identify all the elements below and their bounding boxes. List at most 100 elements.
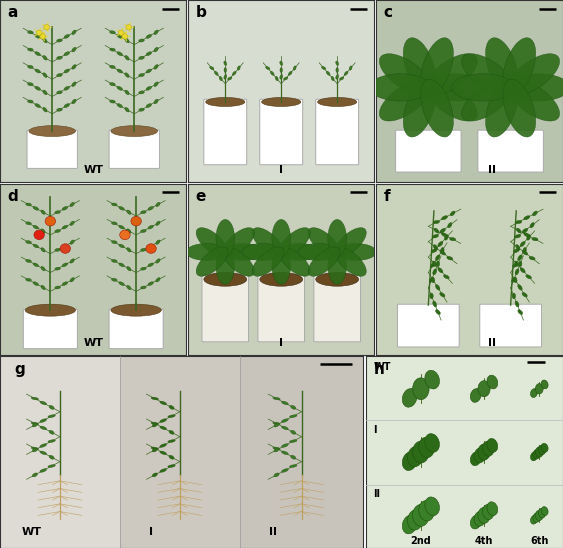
Ellipse shape [33, 225, 38, 229]
Ellipse shape [47, 22, 49, 25]
Ellipse shape [48, 440, 55, 442]
Ellipse shape [111, 125, 158, 136]
Ellipse shape [196, 247, 228, 276]
Ellipse shape [216, 247, 235, 284]
Ellipse shape [262, 98, 301, 106]
Ellipse shape [238, 66, 240, 70]
Ellipse shape [434, 244, 437, 250]
Ellipse shape [119, 282, 124, 286]
Ellipse shape [538, 509, 546, 518]
Ellipse shape [148, 263, 153, 267]
Ellipse shape [541, 443, 548, 452]
Ellipse shape [117, 34, 120, 36]
Ellipse shape [146, 69, 151, 73]
Ellipse shape [538, 445, 546, 455]
Ellipse shape [519, 261, 522, 267]
Ellipse shape [125, 38, 129, 43]
Ellipse shape [31, 422, 39, 425]
Ellipse shape [70, 278, 74, 282]
Ellipse shape [334, 247, 367, 276]
Ellipse shape [57, 39, 62, 42]
Ellipse shape [273, 447, 280, 450]
Ellipse shape [35, 69, 41, 73]
Ellipse shape [514, 249, 520, 253]
Ellipse shape [487, 375, 498, 389]
Ellipse shape [55, 230, 60, 232]
Ellipse shape [148, 244, 153, 248]
Ellipse shape [288, 71, 292, 75]
Ellipse shape [31, 447, 39, 450]
Ellipse shape [339, 77, 344, 80]
Ellipse shape [522, 293, 528, 297]
Ellipse shape [28, 100, 33, 103]
Ellipse shape [440, 250, 445, 255]
Ellipse shape [141, 230, 146, 232]
Ellipse shape [138, 56, 144, 59]
Ellipse shape [441, 248, 444, 253]
Ellipse shape [28, 31, 33, 34]
Ellipse shape [57, 108, 62, 111]
Ellipse shape [35, 30, 38, 32]
Circle shape [118, 30, 124, 36]
Ellipse shape [122, 28, 123, 31]
Ellipse shape [321, 66, 326, 70]
Ellipse shape [524, 233, 530, 237]
Ellipse shape [204, 272, 247, 286]
Ellipse shape [280, 67, 283, 72]
Ellipse shape [252, 227, 284, 257]
Ellipse shape [507, 54, 560, 95]
Ellipse shape [70, 202, 74, 207]
Ellipse shape [32, 473, 38, 477]
Circle shape [120, 230, 130, 239]
Ellipse shape [503, 38, 536, 95]
Ellipse shape [421, 79, 453, 137]
Ellipse shape [515, 261, 519, 266]
Ellipse shape [272, 247, 291, 284]
Ellipse shape [432, 235, 439, 238]
Ellipse shape [419, 501, 434, 521]
Ellipse shape [435, 284, 440, 290]
Ellipse shape [308, 247, 340, 276]
Ellipse shape [511, 277, 516, 282]
Text: 4th: 4th [475, 536, 493, 546]
FancyBboxPatch shape [478, 130, 543, 172]
Ellipse shape [154, 30, 158, 35]
Ellipse shape [440, 293, 445, 297]
Ellipse shape [49, 455, 54, 459]
Ellipse shape [33, 244, 38, 248]
Ellipse shape [331, 76, 334, 81]
Text: WT: WT [83, 338, 103, 348]
Ellipse shape [72, 30, 76, 35]
Ellipse shape [156, 278, 160, 282]
Ellipse shape [160, 469, 167, 472]
Ellipse shape [426, 74, 487, 101]
Ellipse shape [252, 247, 284, 276]
Ellipse shape [48, 415, 55, 418]
Ellipse shape [448, 222, 452, 228]
Ellipse shape [111, 203, 117, 206]
Ellipse shape [39, 35, 41, 38]
Ellipse shape [38, 33, 41, 36]
Ellipse shape [274, 448, 279, 452]
Ellipse shape [117, 104, 123, 107]
Ellipse shape [438, 267, 443, 273]
Text: h: h [373, 362, 385, 377]
Ellipse shape [110, 31, 115, 34]
Ellipse shape [70, 240, 74, 244]
Ellipse shape [440, 229, 445, 233]
Ellipse shape [43, 107, 47, 112]
FancyBboxPatch shape [316, 99, 359, 165]
Ellipse shape [160, 401, 167, 405]
Ellipse shape [41, 286, 45, 290]
Ellipse shape [169, 406, 174, 409]
Ellipse shape [516, 228, 521, 233]
Ellipse shape [535, 510, 543, 521]
Ellipse shape [507, 79, 560, 121]
Ellipse shape [111, 222, 117, 225]
Ellipse shape [141, 248, 146, 252]
Ellipse shape [272, 219, 291, 257]
Ellipse shape [291, 455, 296, 459]
Bar [120, 356, 240, 548]
Ellipse shape [138, 73, 144, 77]
Ellipse shape [327, 71, 330, 75]
